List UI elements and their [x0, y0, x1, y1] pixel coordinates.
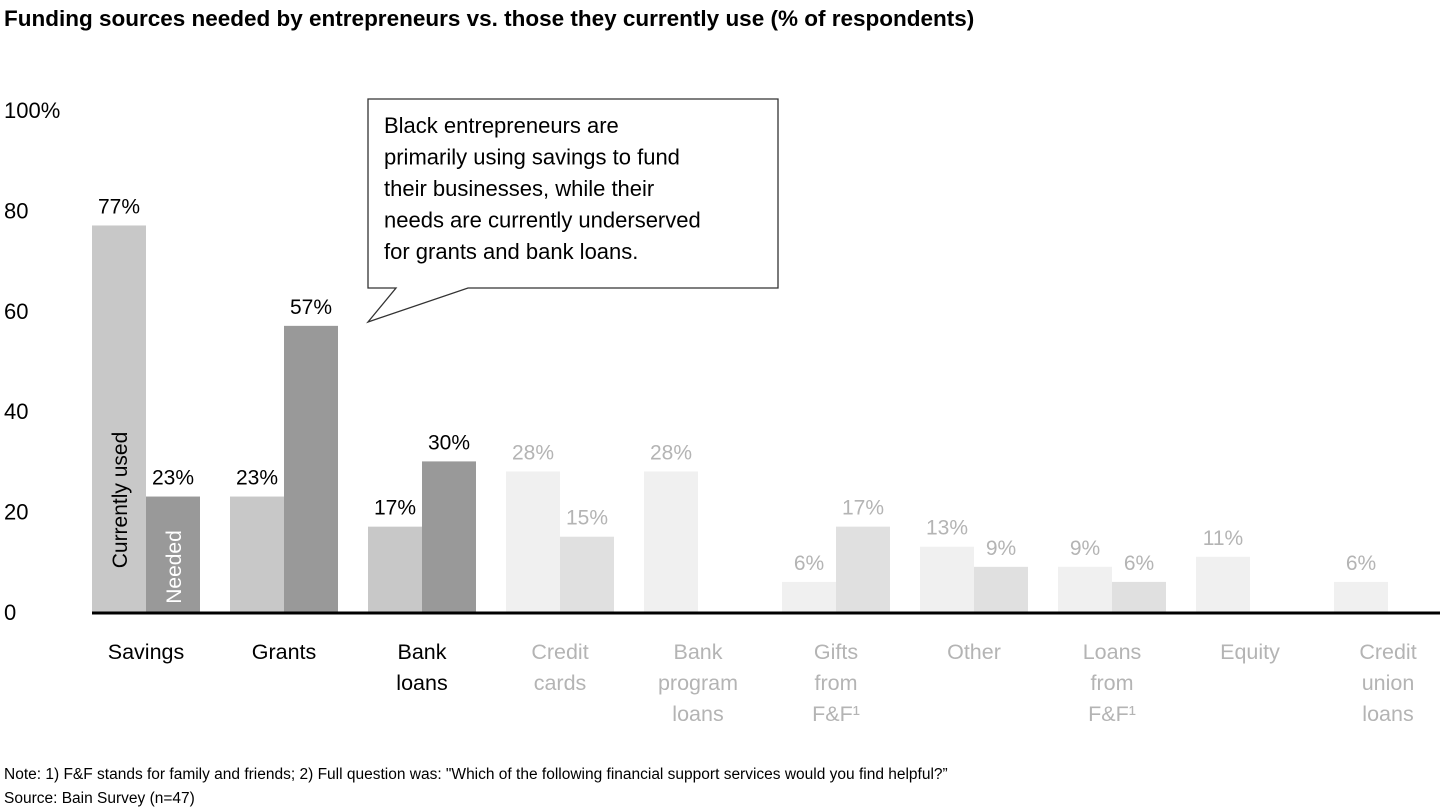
y-tick-label: 100% — [4, 98, 60, 123]
data-label: 6% — [1124, 552, 1154, 575]
annotation-text: primarily using savings to fund — [384, 145, 680, 170]
x-tick-label: F&F¹ — [812, 702, 860, 726]
x-tick-label: Savings — [108, 640, 185, 664]
x-tick-label: F&F¹ — [1088, 702, 1136, 726]
bar-currently-used — [230, 496, 284, 612]
note-text: Note: 1) F&F stands for family and frien… — [4, 766, 948, 783]
data-label: 23% — [152, 467, 194, 490]
bar-currently-used — [506, 471, 560, 612]
series-label-currently-used: Currently used — [109, 432, 132, 569]
x-tick-label: Credit — [531, 640, 588, 664]
annotation-text: needs are currently underserved — [384, 208, 701, 233]
data-label: 17% — [842, 497, 884, 520]
data-label: 11% — [1203, 527, 1243, 550]
bar-currently-used — [1058, 566, 1112, 612]
data-label: 9% — [1070, 537, 1100, 560]
annotation-text: for grants and bank loans. — [384, 239, 638, 264]
bar-currently-used — [1196, 556, 1250, 612]
chart-title: Funding sources needed by entrepreneurs … — [4, 6, 975, 31]
annotation-text: their businesses, while their — [384, 176, 654, 201]
bar-needed — [974, 566, 1028, 612]
x-tick-label: loans — [396, 671, 447, 695]
bar-currently-used — [920, 546, 974, 612]
bar-needed — [284, 325, 338, 612]
data-label: 15% — [566, 507, 608, 530]
x-tick-label: Bank — [673, 640, 722, 664]
x-tick-label: Grants — [252, 640, 317, 664]
bar-chart: 0 20 40 60 80 100% 77% 23% Savings 23% 57% Grants 17… — [4, 98, 1440, 726]
annotation-text: Black entrepreneurs are — [384, 113, 619, 138]
bar-needed — [560, 536, 614, 612]
x-tick-label: from — [815, 671, 858, 695]
annotation-callout — [366, 98, 779, 324]
x-tick-label: cards — [534, 671, 587, 695]
y-tick-label: 60 — [4, 299, 28, 324]
x-tick-label: Loans — [1083, 640, 1142, 664]
y-tick-label: 40 — [4, 399, 28, 424]
bar-currently-used — [644, 471, 698, 612]
data-label: 28% — [650, 441, 692, 464]
bar-needed — [1112, 581, 1166, 612]
x-tick-label: Equity — [1220, 640, 1280, 664]
x-tick-label: loans — [1362, 702, 1413, 726]
footnotes: Note: 1) F&F stands for family and frien… — [4, 763, 948, 811]
bar-currently-used — [782, 581, 836, 612]
bar-needed — [836, 526, 890, 612]
x-tick-label: Gifts — [814, 640, 858, 664]
data-label: 13% — [926, 517, 968, 540]
bar-currently-used — [92, 225, 146, 612]
data-label: 57% — [290, 296, 332, 319]
x-tick-label: loans — [672, 702, 723, 726]
x-tick-label: Credit — [1359, 640, 1416, 664]
x-tick-label: Other — [947, 640, 1001, 664]
y-tick-label: 20 — [4, 500, 28, 525]
series-label-needed: Needed — [163, 530, 186, 604]
bar-needed — [146, 496, 200, 612]
y-tick-label: 80 — [4, 198, 28, 223]
data-label: 30% — [428, 431, 470, 454]
bar-needed — [422, 461, 476, 612]
data-label: 77% — [98, 195, 140, 218]
source-text: Source: Bain Survey (n=47) — [4, 790, 195, 807]
x-tick-label: from — [1091, 671, 1134, 695]
y-tick-label: 0 — [4, 600, 16, 625]
data-label: 28% — [512, 441, 554, 464]
bar-currently-used — [368, 526, 422, 612]
x-tick-label: program — [658, 671, 738, 695]
data-label: 6% — [1346, 552, 1376, 575]
x-tick-label: union — [1362, 671, 1415, 695]
bar-currently-used — [1334, 581, 1388, 612]
data-label: 6% — [794, 552, 824, 575]
data-label: 9% — [986, 537, 1016, 560]
data-label: 17% — [374, 497, 416, 520]
data-label: 23% — [236, 467, 278, 490]
x-tick-label: Bank — [397, 640, 446, 664]
